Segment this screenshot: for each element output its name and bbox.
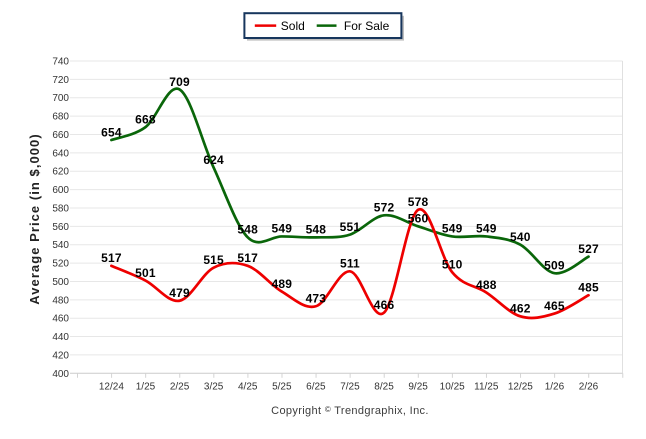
svg-text:624: 624	[203, 153, 224, 167]
svg-text:5/25: 5/25	[272, 382, 292, 393]
svg-text:488: 488	[476, 278, 497, 292]
svg-text:465: 465	[544, 299, 565, 313]
svg-text:560: 560	[52, 222, 69, 233]
svg-text:6/25: 6/25	[306, 382, 326, 393]
svg-text:501: 501	[135, 266, 156, 280]
svg-text:509: 509	[544, 258, 565, 272]
svg-text:479: 479	[169, 286, 190, 300]
svg-text:3/25: 3/25	[204, 382, 224, 393]
svg-text:473: 473	[306, 292, 327, 306]
svg-text:2/26: 2/26	[579, 382, 599, 393]
svg-text:12/25: 12/25	[508, 382, 533, 393]
svg-text:Average Price (in $,000): Average Price (in $,000)	[27, 133, 42, 304]
svg-text:Sold: Sold	[281, 19, 305, 33]
svg-text:11/25: 11/25	[474, 382, 499, 393]
svg-text:548: 548	[237, 223, 258, 237]
svg-text:549: 549	[442, 222, 463, 236]
svg-text:709: 709	[169, 75, 190, 89]
svg-text:549: 549	[271, 222, 292, 236]
svg-text:580: 580	[52, 203, 69, 214]
svg-text:1/26: 1/26	[545, 382, 565, 393]
svg-text:420: 420	[52, 350, 69, 361]
svg-text:517: 517	[101, 251, 122, 265]
svg-text:560: 560	[408, 212, 429, 226]
svg-text:489: 489	[271, 277, 292, 291]
svg-text:578: 578	[408, 195, 429, 209]
svg-text:600: 600	[52, 185, 69, 196]
svg-text:515: 515	[203, 253, 224, 267]
svg-text:620: 620	[52, 167, 69, 178]
svg-text:4/25: 4/25	[238, 382, 258, 393]
svg-text:8/25: 8/25	[374, 382, 394, 393]
svg-text:10/25: 10/25	[440, 382, 465, 393]
svg-text:466: 466	[374, 298, 395, 312]
svg-text:720: 720	[52, 75, 69, 86]
svg-text:7/25: 7/25	[340, 382, 360, 393]
svg-text:460: 460	[52, 314, 69, 325]
svg-text:527: 527	[578, 242, 599, 256]
svg-text:700: 700	[52, 93, 69, 104]
svg-text:572: 572	[374, 201, 395, 215]
svg-text:548: 548	[306, 223, 327, 237]
svg-text:2/25: 2/25	[170, 382, 190, 393]
svg-text:640: 640	[52, 148, 69, 159]
svg-text:9/25: 9/25	[408, 382, 428, 393]
svg-text:510: 510	[442, 258, 463, 272]
svg-text:400: 400	[52, 369, 69, 380]
svg-text:520: 520	[52, 259, 69, 270]
svg-text:485: 485	[578, 281, 599, 295]
svg-text:540: 540	[510, 230, 531, 244]
svg-text:551: 551	[340, 220, 361, 234]
svg-text:540: 540	[52, 240, 69, 251]
svg-text:740: 740	[52, 57, 69, 68]
svg-text:660: 660	[52, 130, 69, 141]
svg-text:Copyright © Trendgraphix, Inc.: Copyright © Trendgraphix, Inc.	[271, 405, 429, 417]
svg-text:1/25: 1/25	[136, 382, 156, 393]
svg-text:549: 549	[476, 222, 497, 236]
svg-text:668: 668	[135, 112, 156, 126]
svg-text:480: 480	[52, 295, 69, 306]
svg-text:517: 517	[237, 251, 258, 265]
svg-text:511: 511	[340, 257, 360, 271]
svg-text:12/24: 12/24	[99, 382, 124, 393]
svg-text:For Sale: For Sale	[344, 19, 390, 33]
svg-text:680: 680	[52, 112, 69, 123]
svg-text:440: 440	[52, 332, 69, 343]
svg-text:462: 462	[510, 302, 531, 316]
svg-text:654: 654	[101, 125, 122, 139]
svg-text:500: 500	[52, 277, 69, 288]
